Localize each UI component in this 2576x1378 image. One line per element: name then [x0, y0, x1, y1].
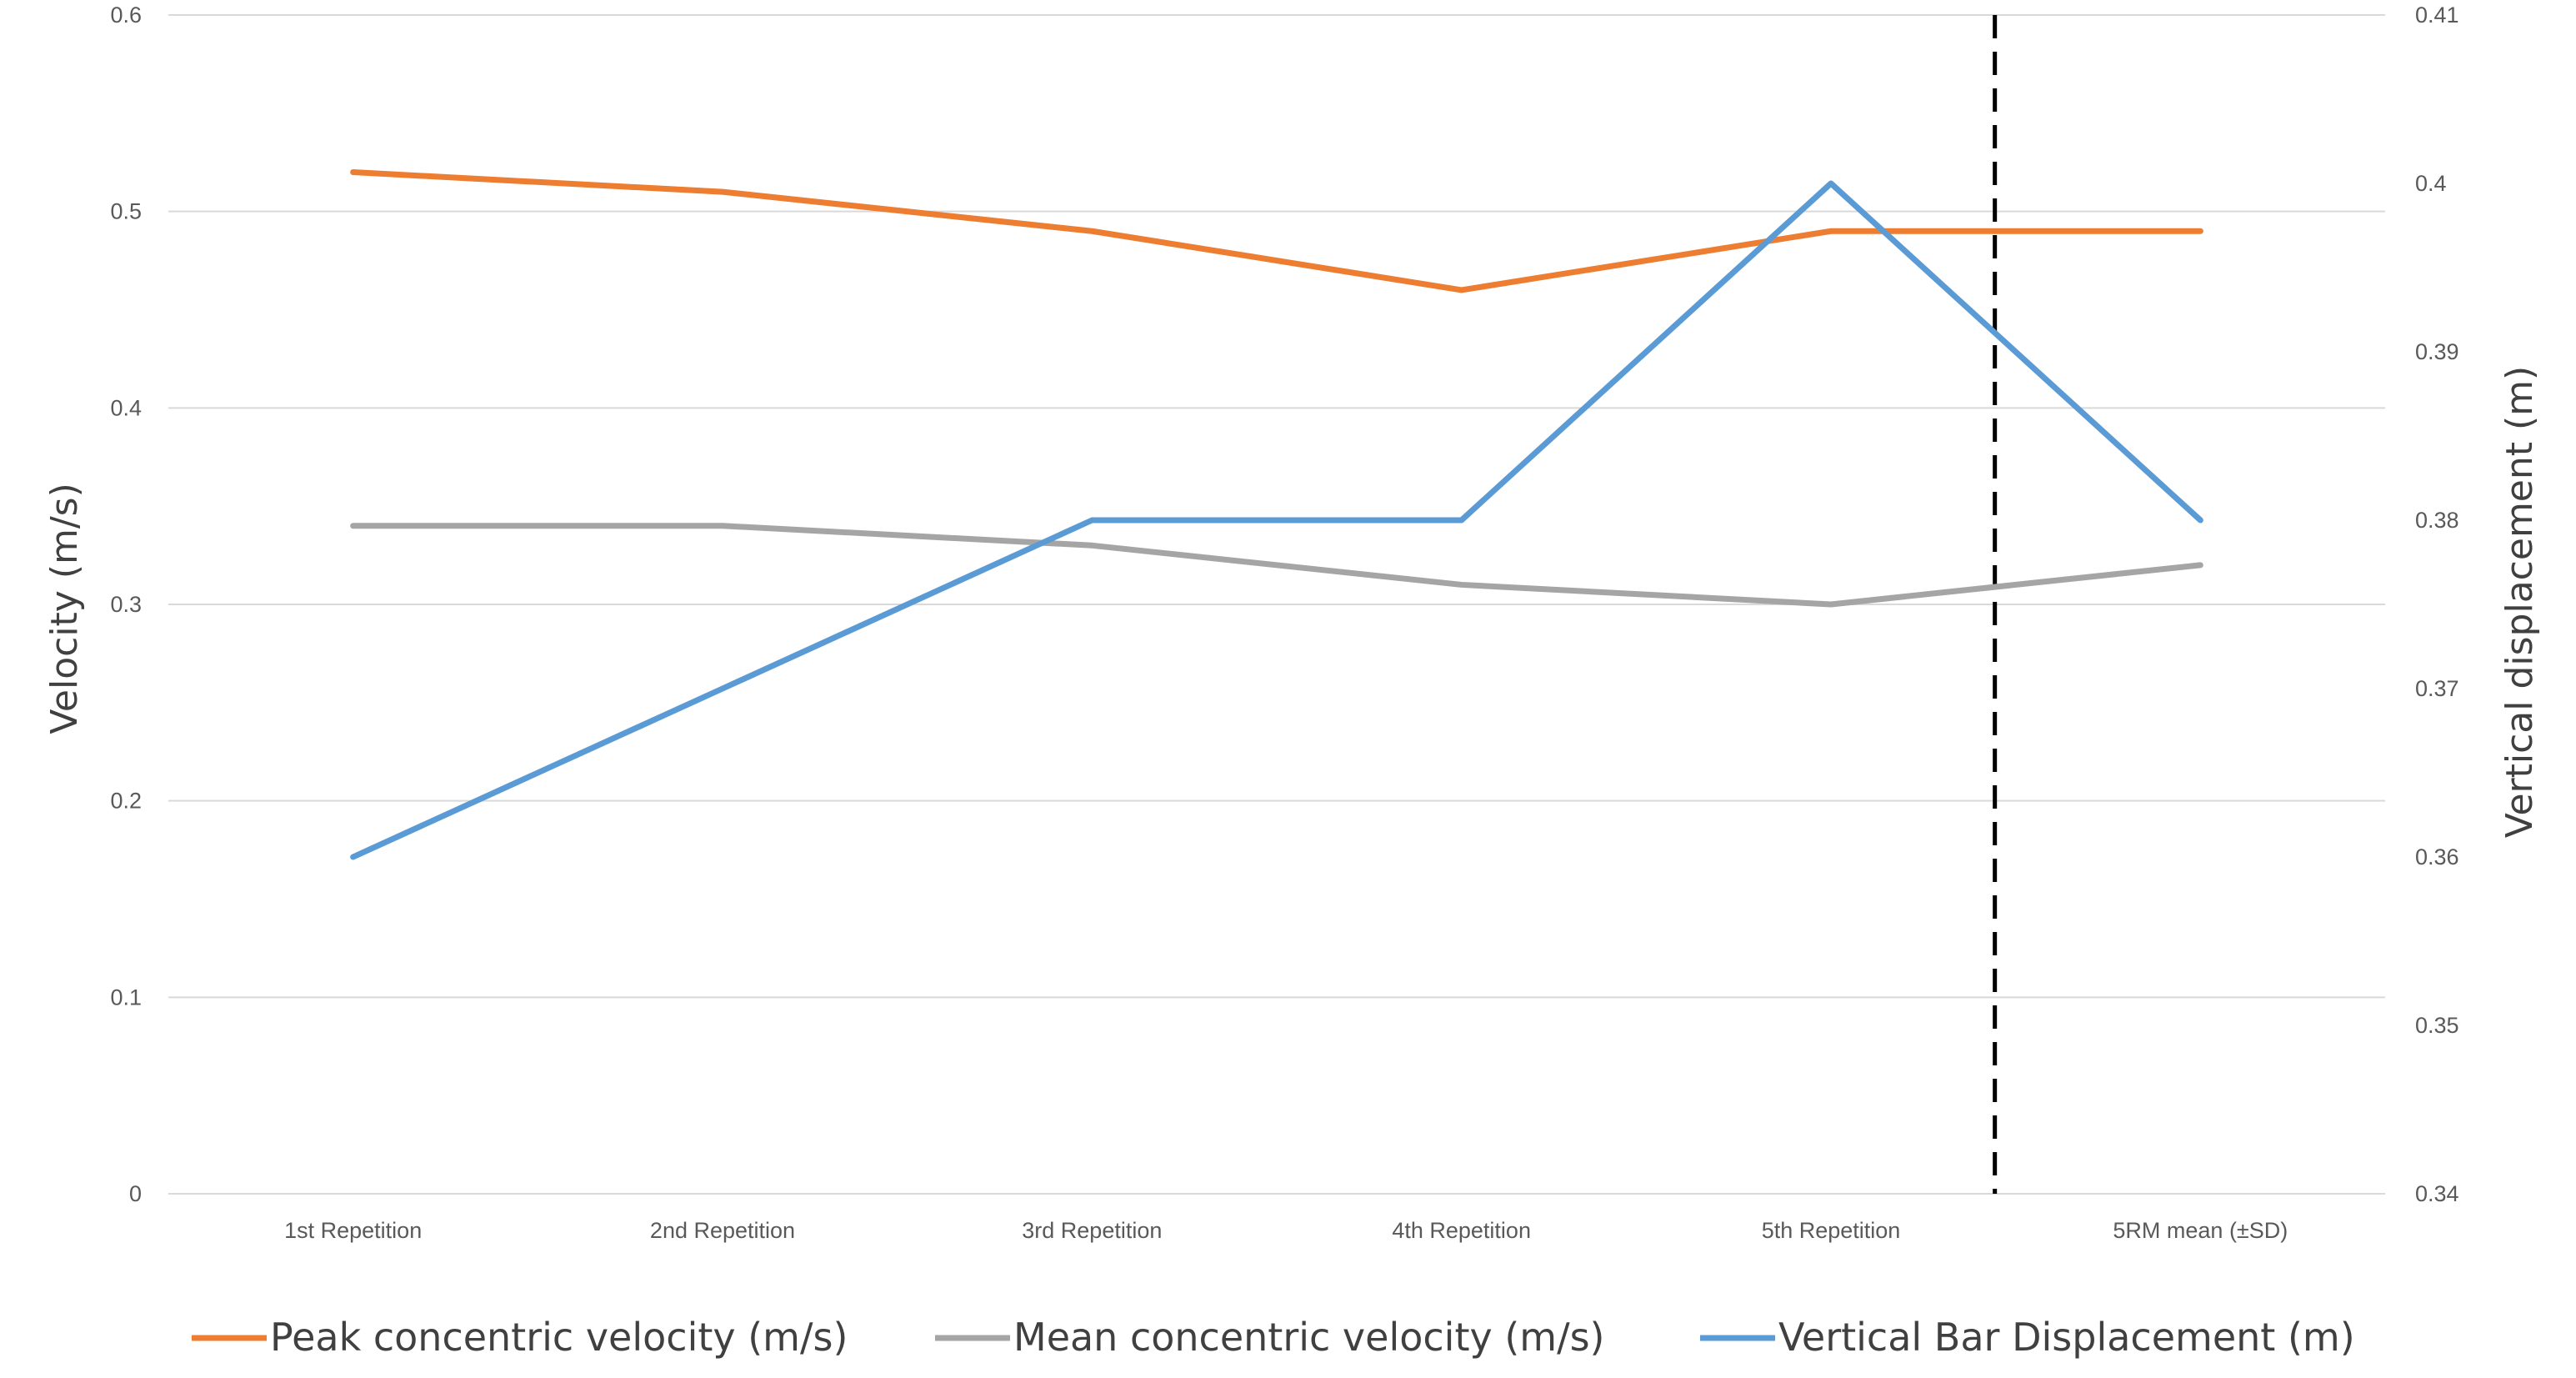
y2-tick-label: 0.41: [2415, 3, 2459, 28]
x-tick-label: 1st Repetition: [284, 1218, 422, 1243]
y2-tick-label: 0.34: [2415, 1181, 2459, 1206]
gridlines: [168, 14, 2385, 1195]
y2-tick-label: 0.35: [2415, 1013, 2459, 1038]
series-line: [350, 169, 2203, 293]
x-tick-label: 3rd Repetition: [1022, 1218, 1162, 1243]
legend-label: Mean concentric velocity (m/s): [1013, 1315, 1605, 1360]
x-tick-label: 5RM mean (±SD): [2113, 1218, 2288, 1243]
series-lines: [350, 169, 2203, 860]
y2-tick-label: 0.37: [2415, 676, 2459, 701]
x-axis-ticks: 1st Repetition 2nd Repetition 3rd Repetiti…: [284, 1218, 2288, 1243]
left-axis-ticks: 0 0.1 0.2 0.3 0.4 0.5 0.6: [110, 3, 142, 1206]
y-tick-label: 0.3: [110, 592, 142, 617]
x-tick-label: 2nd Repetition: [650, 1218, 795, 1243]
y2-axis-title: Vertical displacement (m): [2498, 366, 2541, 838]
legend: Peak concentric velocity (m/s) Mean conce…: [192, 1315, 2355, 1360]
legend-label: Peak concentric velocity (m/s): [270, 1315, 848, 1360]
series-line: [350, 523, 2203, 608]
y-axis-title: Velocity (m/s): [43, 483, 86, 734]
y2-tick-label: 0.4: [2415, 171, 2447, 196]
y-tick-label: 0.5: [110, 199, 142, 224]
y-tick-label: 0.1: [110, 985, 142, 1010]
series-line: [350, 180, 2203, 860]
right-axis-ticks: 0.34 0.35 0.36 0.37 0.38 0.39 0.4 0.41: [2415, 3, 2459, 1206]
y2-tick-label: 0.39: [2415, 339, 2459, 364]
y2-tick-label: 0.38: [2415, 508, 2459, 533]
y-tick-label: 0.4: [110, 395, 142, 420]
y-tick-label: 0.2: [110, 789, 142, 814]
x-tick-label: 5th Repetition: [1762, 1218, 1901, 1243]
x-tick-label: 4th Repetition: [1392, 1218, 1531, 1243]
legend-label: Vertical Bar Displacement (m): [1778, 1315, 2355, 1360]
y-tick-label: 0: [129, 1181, 142, 1206]
y2-tick-label: 0.36: [2415, 844, 2459, 869]
y-tick-label: 0.6: [110, 3, 142, 28]
